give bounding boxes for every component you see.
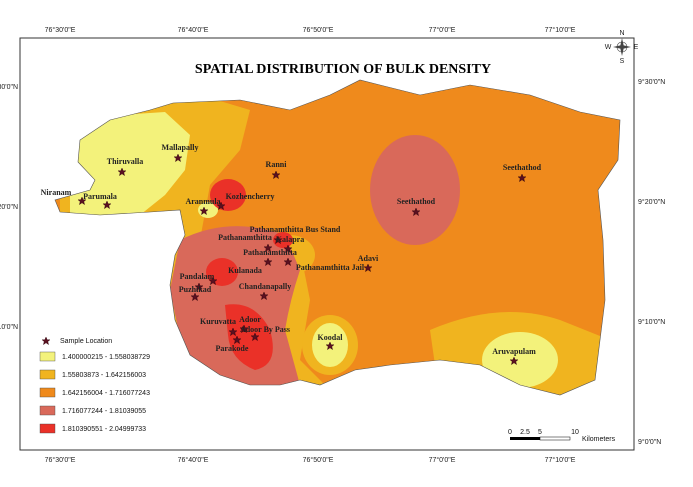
latitude-label: 9°20'0"N	[0, 203, 18, 211]
place-label: Niranam	[41, 188, 72, 197]
longitude-label: 76°40'0"E	[178, 26, 209, 34]
legend-label: 1.55803873 - 1.642156003	[62, 372, 146, 379]
place-label: Adoor By Pass	[240, 325, 290, 334]
place-label: Koodal	[318, 333, 344, 342]
sample-star	[271, 170, 281, 180]
compass-label: W	[605, 44, 612, 51]
sample-star	[517, 173, 527, 183]
place-label: Parakode	[216, 344, 249, 353]
place-label: Chandanapally	[239, 282, 291, 291]
place-label: Adoor	[239, 315, 261, 324]
longitude-label: 77°10'0"E	[545, 26, 576, 34]
compass-label: S	[620, 58, 625, 65]
legend-label: 1.642156004 - 1.716077243	[62, 390, 150, 397]
sample-star	[117, 167, 127, 177]
place-label: Kalapra	[276, 235, 304, 244]
place-label: Parumala	[83, 192, 117, 201]
place-label: Mallapally	[162, 143, 199, 152]
scale-tick: 0	[508, 429, 512, 436]
sample-star	[250, 332, 260, 342]
place-label: Puzhikad	[179, 285, 212, 294]
sample-star	[283, 257, 293, 267]
sample-star	[190, 292, 200, 302]
latitude-label: 9°20'0"N	[638, 198, 665, 206]
sample-star	[77, 196, 87, 206]
legend-swatch	[39, 405, 56, 416]
place-label: Seethathod	[503, 163, 542, 172]
sample-star	[509, 356, 519, 366]
longitude-label: 76°50'0"E	[303, 26, 334, 34]
boundary	[54, 79, 621, 396]
sample-star	[363, 263, 373, 273]
place-label: Seethathod	[397, 197, 436, 206]
latitude-label: 9°30'0"N	[0, 83, 18, 91]
sample-star	[411, 207, 421, 217]
sample-star	[102, 200, 112, 210]
latitude-label: 9°0'0"N	[638, 438, 661, 446]
sample-star	[228, 327, 238, 337]
graticule-labels: 76°30'0"E 76°30'0"E 76°40'0"E 76°40'0"E 76°5…	[0, 26, 665, 464]
place-label: Pathanamthitta	[218, 233, 272, 242]
sample-star	[232, 335, 242, 345]
sample-star	[263, 257, 273, 267]
longitude-label: 77°0'0"E	[429, 456, 456, 464]
sample-star	[325, 341, 335, 351]
compass: N S E W	[605, 30, 639, 65]
longitude-label: 77°0'0"E	[429, 26, 456, 34]
place-label: Adavi	[358, 254, 379, 263]
place-label: Aruvapulam	[492, 347, 536, 356]
longitude-label: 76°50'0"E	[303, 456, 334, 464]
place-label: Thiruvalla	[107, 157, 143, 166]
legend-label: 1.716077244 - 1.81039055	[62, 408, 146, 415]
longitude-label: 76°40'0"E	[178, 456, 209, 464]
longitude-label: 76°30'0"E	[45, 456, 76, 464]
sample-star	[239, 324, 249, 334]
compass-label: E	[634, 44, 639, 51]
compass-label: N	[619, 30, 624, 37]
scale-tick: 5	[538, 429, 542, 436]
scale-unit: Kilometers	[582, 436, 616, 443]
place-label: Ranni	[266, 160, 288, 169]
legend-star	[41, 336, 51, 346]
place-label: Aranmula	[185, 197, 220, 206]
sample-star	[194, 282, 204, 292]
legend-swatch	[39, 423, 56, 434]
legend: Sample Location 1.400000215 - 1.55803872…	[39, 336, 150, 434]
scale-bar: 0 2.5 5 10 Kilometers	[508, 429, 616, 443]
legend-label: 1.400000215 - 1.558038729	[62, 354, 150, 361]
place-label: Pathanamthitta Jail	[296, 263, 365, 272]
scale-tick: 2.5	[520, 429, 530, 436]
sample-star	[263, 243, 273, 253]
longitude-label: 77°10'0"E	[545, 456, 576, 464]
sample-star	[199, 206, 209, 216]
place-label: Pathanamthitta Bus Stand	[250, 225, 341, 234]
map-title: SPATIAL DISTRIBUTION OF BULK DENSITY	[195, 62, 491, 77]
place-label: Pandalam	[180, 272, 215, 281]
sample-star	[216, 201, 226, 211]
legend-label: 1.810390551 - 2.04999733	[62, 426, 146, 433]
longitude-label: 76°30'0"E	[45, 26, 76, 34]
latitude-label: 9°10'0"N	[638, 318, 665, 326]
sample-star	[273, 235, 283, 245]
legend-swatch	[39, 387, 56, 398]
legend-swatch	[39, 351, 56, 362]
place-label: Kuruvatta	[200, 317, 236, 326]
sample-star	[173, 153, 183, 163]
place-label: Kozhencherry	[226, 192, 275, 201]
legend-swatch	[39, 369, 56, 380]
latitude-label: 9°10'0"N	[0, 323, 18, 331]
sample-star	[208, 276, 218, 286]
place-label: Kulanada	[228, 266, 262, 275]
sample-star	[259, 291, 269, 301]
place-labels: Thiruvalla Mallapally Niranam Parumala Ranni…	[41, 143, 542, 366]
place-label: Pathanamthitta	[243, 248, 297, 257]
latitude-label: 9°30'0"N	[638, 78, 665, 86]
scale-tick: 10	[571, 429, 579, 436]
legend-label: Sample Location	[60, 338, 112, 345]
sample-star	[283, 244, 293, 254]
